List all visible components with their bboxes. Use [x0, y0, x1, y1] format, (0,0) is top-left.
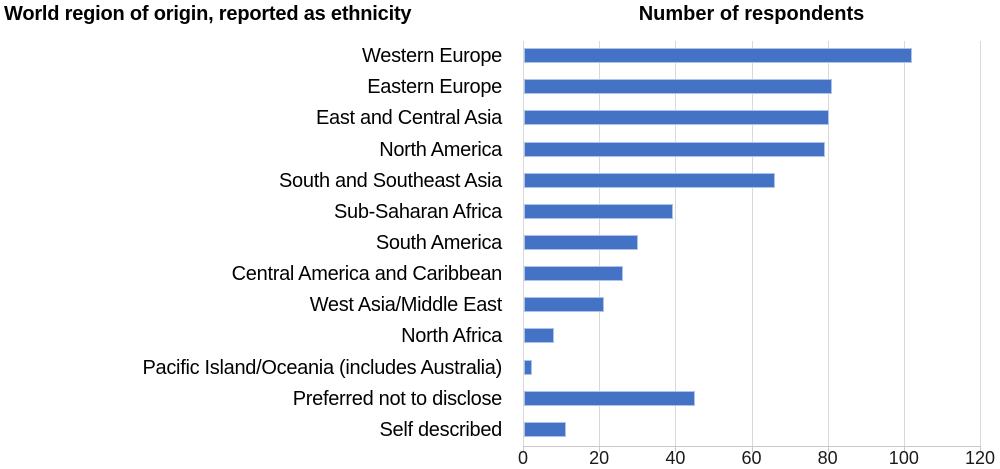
category-label: North America — [379, 138, 502, 161]
bar-north-america — [524, 141, 825, 157]
category-label: East and Central Asia — [315, 107, 502, 130]
bar-east-and-central-asia — [524, 110, 829, 126]
category-label: Pacific Island/Oceania (includes Austral… — [142, 356, 502, 379]
bar-sub-saharan-africa — [524, 203, 673, 219]
category-label: Eastern Europe — [367, 76, 502, 99]
category-label: North Africa — [401, 325, 502, 348]
bar-south-and-southeast-asia — [524, 172, 776, 188]
category-label: Western Europe — [362, 45, 502, 68]
tick-label-x-100: 100 — [888, 448, 919, 468]
plot-area — [523, 41, 981, 452]
tick-mark-x-60 — [751, 446, 753, 452]
bar-eastern-europe — [524, 79, 833, 95]
tick-mark-x-100 — [903, 446, 905, 452]
category-label: Central America and Caribbean — [231, 263, 503, 286]
chart-left-title: World region of origin, reported as ethn… — [4, 3, 412, 25]
x-axis-tick-labels: 0 20 40 60 80 100 120 — [518, 448, 995, 468]
bar-western-europe — [524, 48, 913, 64]
category-label: Preferred not to disclose — [292, 387, 503, 410]
bar-west-asia-middle-east — [524, 297, 604, 313]
category-label: West Asia/Middle East — [309, 294, 503, 317]
bar-pacific-island-oceania-includes-australia — [524, 359, 532, 375]
category-axis-labels: Western Europe Eastern Europe East and Cen… — [0, 41, 502, 446]
tick-mark-x-20 — [599, 446, 601, 452]
bar-preferred-not-to-disclose — [524, 390, 696, 406]
category-label: Sub-Saharan Africa — [333, 200, 502, 223]
category-label: South and Southeast Asia — [279, 169, 502, 192]
tick-label-x-120: 120 — [964, 448, 996, 468]
bar-north-africa — [524, 328, 555, 344]
tick-mark-x-0 — [523, 446, 524, 452]
tick-label-x-80: 80 — [817, 448, 838, 468]
gridline-x-0 — [523, 41, 524, 446]
gridline-x-120 — [980, 41, 981, 446]
bar-self-described — [524, 421, 566, 437]
gridline-x-80 — [827, 41, 829, 446]
tick-label-x-20: 20 — [589, 448, 610, 468]
category-label: Self described — [379, 418, 502, 441]
tick-label-x-0: 0 — [517, 448, 529, 468]
gridline-x-40 — [675, 41, 677, 446]
tick-mark-x-120 — [980, 446, 981, 452]
gridline-x-100 — [903, 41, 905, 446]
chart-right-title: Number of respondents — [638, 3, 865, 25]
tick-label-x-60: 60 — [741, 448, 762, 468]
tick-mark-x-80 — [827, 446, 829, 452]
gridline-x-60 — [751, 41, 753, 446]
bar-central-america-and-caribbean — [524, 266, 624, 282]
tick-mark-x-40 — [675, 446, 677, 452]
bar-south-america — [524, 235, 639, 250]
tick-label-x-40: 40 — [665, 448, 686, 468]
category-label: South America — [375, 231, 502, 254]
